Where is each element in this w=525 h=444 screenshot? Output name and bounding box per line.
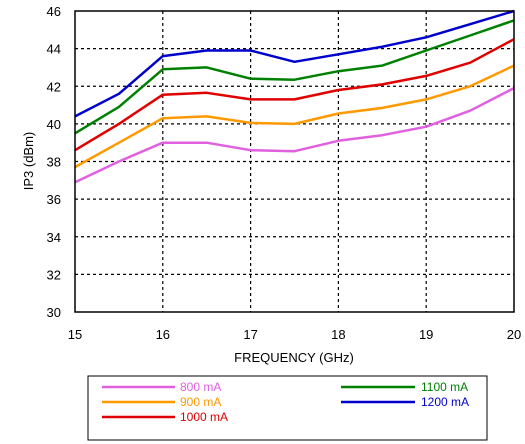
series-line-1000-ma	[74, 38, 515, 152]
legend-label: 900 mA	[180, 395, 221, 409]
series-lines	[74, 9, 515, 184]
legend-label: 1100 mA	[421, 380, 468, 394]
series-line-1100-ma	[74, 19, 515, 135]
y-tick-label: 36	[47, 192, 61, 207]
x-tick-label: 20	[507, 327, 521, 342]
y-tick-label: 38	[47, 155, 61, 170]
x-tick-labels: 15 16 17 18 19 20	[68, 327, 521, 342]
series-line-900-ma	[74, 64, 515, 169]
y-tick-label: 44	[47, 42, 61, 57]
x-tick-label: 15	[68, 327, 82, 342]
y-tick-label: 34	[47, 230, 61, 245]
x-axis-title: FREQUENCY (GHz)	[234, 350, 354, 365]
y-tick-label: 32	[47, 267, 61, 282]
legend-label: 1200 mA	[421, 395, 469, 409]
y-axis-title: IP3 (dBm)	[21, 132, 36, 191]
x-tick-label: 16	[156, 327, 170, 342]
x-tick-label: 18	[331, 327, 345, 342]
legend-label: 800 mA	[180, 380, 221, 394]
plot-frame	[74, 10, 515, 313]
x-tick-label: 19	[419, 327, 433, 342]
grid-lines	[75, 11, 514, 312]
series-line-800-ma	[74, 86, 515, 184]
y-tick-label: 40	[47, 117, 61, 132]
y-tick-label: 46	[47, 4, 61, 19]
x-tick-label: 17	[243, 327, 257, 342]
series-line-1200-ma	[74, 9, 515, 118]
legend-label: 1000 mA	[180, 410, 228, 424]
y-tick-label: 42	[47, 79, 61, 94]
y-tick-labels: 30 32 34 36 38 40 42 44 46	[47, 4, 61, 320]
y-tick-label: 30	[47, 305, 61, 320]
